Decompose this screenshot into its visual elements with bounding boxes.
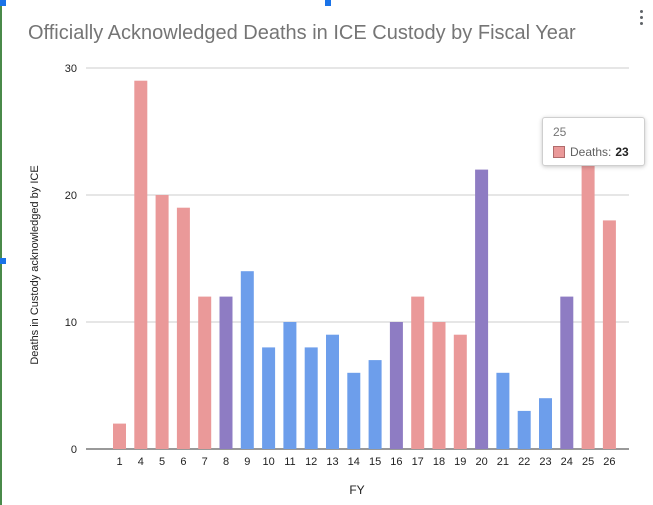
bar-fy-5[interactable] (155, 195, 169, 449)
bar-fy-16[interactable] (389, 322, 403, 449)
y-tick-label: 30 (65, 63, 77, 75)
tooltip-category: 25 (553, 125, 567, 139)
x-tick-label: 25 (582, 456, 594, 468)
x-tick-label: 1 (116, 456, 122, 468)
bar-fy-26[interactable] (602, 220, 616, 449)
x-tick-label: 6 (180, 456, 186, 468)
bar-fy-9[interactable] (240, 271, 254, 449)
bar-fy-11[interactable] (283, 322, 297, 449)
x-tick-label: 26 (603, 456, 615, 468)
bar-fy-12[interactable] (304, 347, 318, 449)
y-tick-label: 10 (65, 317, 77, 329)
bar-fy-21[interactable] (496, 372, 510, 449)
x-axis-label: FY (349, 483, 364, 497)
x-tick-label: 16 (390, 456, 402, 468)
bar-fy-13[interactable] (326, 334, 339, 449)
resize-handle-top-left[interactable] (0, 0, 6, 6)
tooltip: 25 Deaths: 23 (542, 117, 645, 166)
bar-fy-22[interactable] (517, 410, 531, 449)
bar-fy-15[interactable] (368, 360, 382, 449)
bar-fy-24[interactable] (560, 296, 574, 449)
bar-fy-10[interactable] (262, 347, 276, 449)
x-tick-label: 20 (475, 456, 487, 468)
x-tick-label: 5 (159, 456, 165, 468)
x-tick-label: 15 (369, 456, 381, 468)
y-tick-label: 20 (65, 190, 77, 202)
bar-fy-14[interactable] (347, 372, 361, 449)
bar-fy-6[interactable] (176, 207, 190, 449)
x-tick-label: 18 (433, 456, 445, 468)
x-tick-label: 17 (412, 456, 424, 468)
x-tick-label: 9 (244, 456, 250, 468)
x-tick-label: 12 (305, 456, 317, 468)
y-axis-label: Deaths in Custody acknowledged by ICE (29, 165, 41, 364)
bar-fy-4[interactable] (134, 80, 148, 449)
bar-fy-7[interactable] (198, 296, 212, 449)
x-tick-label: 19 (454, 456, 466, 468)
bar-fy-19[interactable] (453, 334, 467, 449)
bar-fy-25[interactable] (581, 156, 595, 449)
tooltip-series-label: Deaths: (570, 145, 612, 159)
bar-fy-8[interactable] (219, 296, 233, 449)
x-axis-ticks: 1 4 5 6 7 8 9 10 11 12 13 14 15 16 17 18 19 20 21 22 23 24 25 2… (116, 456, 615, 468)
y-axis-ticks: 0 10 20 30 (65, 63, 77, 456)
x-tick-label: 21 (497, 456, 509, 468)
bar-fy-1[interactable] (113, 423, 126, 449)
x-tick-label: 23 (539, 456, 551, 468)
bar-fy-18[interactable] (432, 322, 446, 449)
bar-fy-20[interactable] (475, 169, 489, 449)
more-vert-icon[interactable] (634, 8, 648, 30)
frame-border (0, 0, 2, 505)
x-tick-label: 14 (348, 456, 360, 468)
x-tick-label: 11 (284, 456, 295, 468)
x-tick-label: 10 (262, 456, 274, 468)
x-tick-label: 24 (561, 456, 573, 468)
x-tick-label: 7 (202, 456, 208, 468)
tooltip-swatch (553, 146, 565, 158)
resize-handle-left[interactable] (0, 258, 6, 264)
bar-fy-23[interactable] (539, 398, 552, 449)
x-tick-label: 13 (326, 456, 338, 468)
tooltip-value: 23 (615, 145, 629, 159)
bars (113, 80, 616, 449)
x-tick-label: 8 (223, 456, 229, 468)
resize-handle-top[interactable] (325, 0, 331, 6)
y-tick-label: 0 (71, 444, 77, 456)
bar-fy-17[interactable] (411, 296, 425, 449)
x-tick-label: 4 (138, 456, 144, 468)
x-tick-label: 22 (518, 456, 530, 468)
chart-title: Officially Acknowledged Deaths in ICE Cu… (28, 22, 576, 44)
